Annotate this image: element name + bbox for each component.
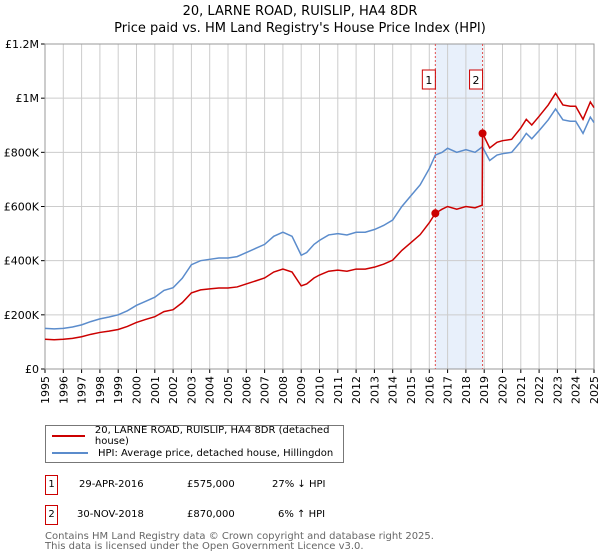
sale-label-box bbox=[421, 69, 436, 90]
transaction-hpi: 6% ↑ HPI bbox=[278, 509, 326, 520]
x-tick-label: 2001 bbox=[149, 376, 162, 404]
y-tick-label: £0 bbox=[25, 363, 39, 376]
x-tick-label: 2008 bbox=[277, 376, 290, 404]
transaction-badge: 1 bbox=[45, 475, 58, 495]
y-tick-label: £200K bbox=[4, 309, 40, 322]
x-tick-label: 2015 bbox=[405, 376, 418, 404]
x-tick-label: 2006 bbox=[240, 376, 253, 404]
x-tick-label: 2024 bbox=[570, 376, 583, 404]
x-tick-label: 1997 bbox=[76, 376, 89, 404]
legend-item-hpi: HPI: Average price, detached house, Hill… bbox=[52, 446, 333, 460]
property-price-line bbox=[44, 91, 595, 341]
x-tick-label: 2025 bbox=[588, 376, 600, 404]
transaction-badge: 2 bbox=[45, 505, 58, 525]
y-tick-label: £400K bbox=[4, 255, 40, 268]
x-tick-label: 2011 bbox=[332, 376, 345, 404]
y-tick-label: £800K bbox=[4, 146, 40, 159]
sale-label: 1 bbox=[425, 74, 432, 87]
sale-point bbox=[431, 209, 440, 218]
x-tick-label: 2012 bbox=[350, 376, 363, 404]
x-tick-label: 1998 bbox=[94, 376, 107, 404]
x-tick-label: 2004 bbox=[204, 376, 217, 404]
x-tick-label: 2021 bbox=[515, 376, 528, 404]
legend-item-property: 20, LARNE ROAD, RUISLIP, HA4 8DR (detach… bbox=[52, 425, 343, 447]
x-tick-label: 2009 bbox=[295, 376, 308, 404]
x-tick-label: 2007 bbox=[259, 376, 272, 404]
x-tick-label: 2013 bbox=[368, 376, 381, 404]
legend: 20, LARNE ROAD, RUISLIP, HA4 8DR (detach… bbox=[45, 425, 344, 463]
x-tick-label: 2002 bbox=[167, 376, 180, 404]
x-tick-label: 2018 bbox=[460, 376, 473, 404]
y-tick-label: £1M bbox=[16, 92, 40, 105]
transaction-date: 30-NOV-2018 bbox=[77, 509, 144, 520]
sale-point bbox=[478, 129, 487, 138]
x-tick-label: 1996 bbox=[57, 376, 70, 404]
footer-copyright: Contains HM Land Registry data © Crown c… bbox=[45, 531, 434, 542]
x-tick-label: 2014 bbox=[387, 376, 400, 404]
transaction-hpi: 27% ↓ HPI bbox=[272, 479, 326, 490]
transaction-price: £870,000 bbox=[187, 509, 235, 520]
footer-licence: This data is licensed under the Open Gov… bbox=[45, 541, 364, 552]
legend-line-blue bbox=[52, 452, 88, 454]
legend-label: HPI: Average price, detached house, Hill… bbox=[98, 447, 334, 459]
x-tick-label: 2020 bbox=[497, 376, 510, 404]
chart-title: 20, LARNE ROAD, RUISLIP, HA4 8DR bbox=[182, 4, 418, 19]
x-tick-label: 2010 bbox=[314, 376, 327, 404]
y-tick-label: £1.2M bbox=[5, 38, 39, 51]
transaction-price: £575,000 bbox=[187, 479, 235, 490]
legend-label: 20, LARNE ROAD, RUISLIP, HA4 8DR (detach… bbox=[94, 425, 330, 447]
x-tick-label: 1995 bbox=[39, 376, 52, 404]
y-tick-label: £600K bbox=[4, 201, 40, 214]
sale-label-box bbox=[469, 69, 484, 90]
x-tick-label: 2017 bbox=[442, 376, 455, 404]
x-tick-label: 2000 bbox=[131, 376, 144, 404]
legend-line-red bbox=[52, 435, 85, 437]
sale-label: 2 bbox=[473, 74, 480, 87]
x-tick-label: 2003 bbox=[185, 376, 198, 404]
x-tick-label: 2005 bbox=[222, 376, 235, 404]
price-chart: 1995 1996 1997 1998 1999 2000 2001 2002 2003 2004… bbox=[4, 38, 600, 404]
chart-subtitle: Price paid vs. HM Land Registry's House … bbox=[114, 21, 486, 36]
plot-frame bbox=[44, 43, 595, 370]
x-tick-label: 2016 bbox=[423, 376, 436, 404]
x-tick-label: 2019 bbox=[478, 376, 491, 404]
x-tick-label: 2022 bbox=[533, 376, 546, 404]
x-tick-label: 2023 bbox=[551, 376, 564, 404]
hpi-line bbox=[44, 107, 595, 330]
transaction-date: 29-APR-2016 bbox=[79, 479, 144, 490]
x-tick-label: 1999 bbox=[112, 376, 125, 404]
